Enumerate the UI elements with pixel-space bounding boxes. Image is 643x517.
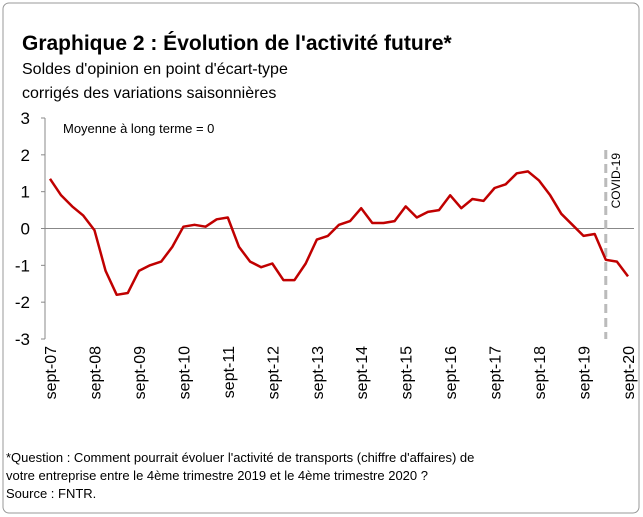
y-tick-label: -3 bbox=[15, 330, 30, 349]
y-tick-label: -1 bbox=[15, 256, 30, 275]
chart-title: Graphique 2 : Évolution de l'activité fu… bbox=[22, 32, 453, 55]
x-tick-label: sept-17 bbox=[488, 346, 505, 399]
y-tick-label: 1 bbox=[21, 183, 30, 202]
x-tick-label: sept-13 bbox=[310, 346, 327, 399]
x-tick-label: sept-14 bbox=[354, 346, 371, 399]
x-tick-label: sept-10 bbox=[176, 346, 193, 399]
x-tick-label: sept-08 bbox=[87, 346, 104, 399]
note: votre entreprise entre le 4ème trimestre… bbox=[6, 468, 428, 483]
y-tick-label: 0 bbox=[21, 220, 30, 239]
x-tick-label: sept-09 bbox=[132, 346, 149, 399]
x-tick-label: sept-18 bbox=[532, 346, 549, 399]
x-tick-label: sept-11 bbox=[221, 346, 238, 398]
x-tick-label: sept-19 bbox=[577, 346, 594, 399]
line bbox=[48, 170, 629, 297]
subtitle: Soldes d'opinion en point d'écart-type bbox=[22, 61, 288, 78]
x-tick-label: sept-07 bbox=[43, 346, 60, 399]
x-tick-label: sept-12 bbox=[265, 346, 282, 399]
annotation: Moyenne à long terme = 0 bbox=[63, 121, 214, 136]
note: *Question : Comment pourrait évoluer l'a… bbox=[6, 450, 474, 465]
source: Source : FNTR. bbox=[6, 486, 96, 501]
x-tick-label: sept-15 bbox=[399, 346, 416, 399]
annotation: COVID-19 bbox=[609, 153, 623, 209]
y-tick-label: 2 bbox=[21, 146, 30, 165]
subtitle: corrigés des variations saisonnières bbox=[22, 85, 276, 102]
x-tick-label: sept-20 bbox=[621, 346, 638, 399]
y-tick-label: -2 bbox=[15, 293, 30, 312]
x-tick-label: sept-16 bbox=[443, 346, 460, 399]
y-tick-label: 3 bbox=[21, 109, 30, 128]
